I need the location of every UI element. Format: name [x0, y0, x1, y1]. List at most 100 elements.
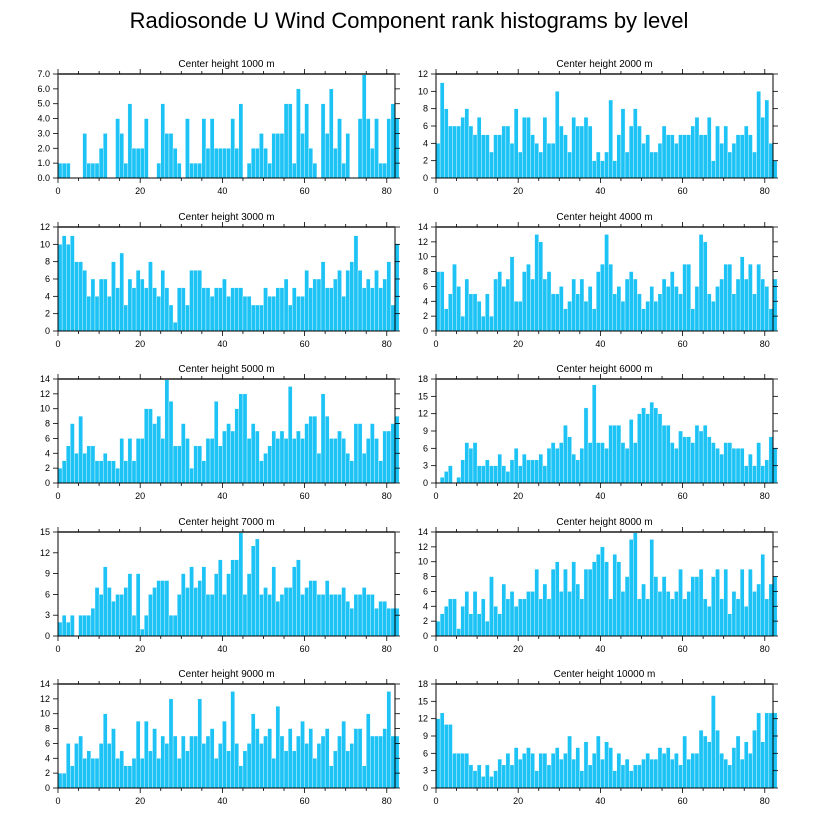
bar	[682, 598, 687, 637]
bar	[263, 287, 268, 332]
bar	[563, 425, 568, 484]
bar	[661, 425, 667, 484]
bar	[526, 263, 531, 332]
bar	[493, 134, 498, 179]
bar	[296, 88, 301, 179]
bar	[189, 270, 194, 332]
bar	[246, 296, 252, 332]
bar	[452, 263, 457, 332]
bar	[135, 573, 141, 637]
bar	[255, 430, 260, 484]
bar	[308, 287, 313, 332]
bar	[70, 615, 75, 637]
x-tick-label: 20	[135, 339, 145, 349]
bar	[234, 148, 240, 179]
bar	[637, 125, 642, 179]
panel-9: Center height 9000 m 0 2 4 6 8 10 12 14 0 20 40 60 80	[40, 669, 400, 806]
bar	[119, 252, 124, 332]
bar	[604, 741, 609, 789]
bar	[259, 743, 264, 789]
y-tick-label: 15	[418, 696, 428, 706]
bar	[271, 133, 276, 179]
bar	[485, 620, 490, 637]
bar	[382, 430, 387, 484]
bar	[735, 278, 741, 332]
bar	[82, 615, 87, 637]
bar	[760, 741, 765, 789]
y-tick-label: 9	[423, 426, 428, 436]
bar	[103, 566, 108, 637]
y-tick-label: 10	[418, 557, 428, 567]
bar	[518, 465, 523, 484]
bar	[164, 133, 170, 179]
bar	[378, 162, 383, 179]
bar	[152, 287, 157, 332]
bar	[464, 278, 470, 332]
bar	[107, 460, 112, 484]
bar	[181, 423, 186, 484]
bar	[649, 151, 654, 179]
bar	[74, 743, 79, 789]
bar	[608, 263, 613, 332]
bar	[246, 573, 252, 637]
bar	[201, 118, 207, 179]
bar	[78, 735, 83, 789]
bar	[526, 459, 531, 484]
bar	[456, 628, 461, 637]
bar	[752, 591, 757, 637]
bar	[567, 591, 572, 637]
bar	[238, 531, 244, 637]
bar	[90, 445, 96, 484]
bar	[119, 750, 124, 789]
bar	[333, 148, 338, 179]
bar	[596, 151, 601, 179]
bar	[760, 117, 765, 179]
x-tick-label: 80	[382, 339, 392, 349]
bar	[518, 758, 523, 789]
bar	[493, 606, 498, 637]
bar	[246, 743, 252, 789]
bar	[633, 108, 638, 179]
bar	[90, 162, 96, 179]
y-tick-label: 4	[423, 138, 428, 148]
bar	[752, 730, 757, 789]
bar	[456, 125, 461, 179]
bar	[135, 270, 141, 332]
bar	[493, 278, 498, 332]
bar	[723, 125, 728, 179]
bar	[460, 753, 465, 789]
bar	[633, 764, 638, 789]
bar	[448, 598, 453, 637]
bar	[361, 73, 367, 179]
bar	[119, 594, 124, 637]
x-tick-label: 80	[760, 339, 770, 349]
x-tick-label: 20	[513, 339, 523, 349]
y-tick-label: 14	[418, 222, 428, 232]
bar	[534, 770, 539, 789]
bar	[645, 134, 650, 179]
y-tick-label: 0	[45, 631, 50, 641]
bar	[329, 438, 334, 484]
x-tick-label: 20	[135, 796, 145, 806]
bar	[624, 576, 630, 637]
bar	[608, 99, 613, 179]
bar	[731, 747, 737, 789]
bar	[694, 425, 700, 484]
bar	[267, 296, 272, 332]
panel-3: Center height 3000 m 0 2 4 6 8 10 12 0 20 40 60 80	[40, 212, 400, 349]
bar	[61, 615, 67, 637]
bar	[678, 568, 683, 637]
bar	[164, 580, 170, 637]
bar	[653, 407, 659, 484]
bar	[587, 568, 593, 637]
bar	[670, 271, 675, 332]
bar	[115, 118, 120, 179]
bar	[341, 720, 346, 789]
bar	[600, 160, 605, 179]
bar	[103, 133, 108, 179]
bar	[616, 134, 622, 179]
bar	[283, 587, 289, 637]
bar	[107, 587, 112, 637]
bar	[250, 713, 256, 789]
y-tick-label: 12	[418, 542, 428, 552]
